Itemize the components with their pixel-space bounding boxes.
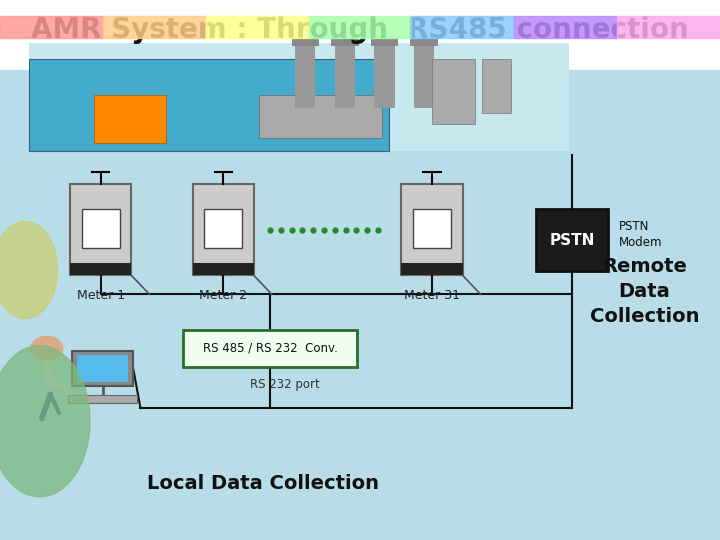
Bar xyxy=(482,59,511,113)
Text: PSTN
Modem: PSTN Modem xyxy=(619,220,662,249)
FancyBboxPatch shape xyxy=(183,330,358,367)
Text: PSTN: PSTN xyxy=(549,233,595,248)
Bar xyxy=(292,38,319,46)
Bar xyxy=(432,59,475,124)
Bar xyxy=(193,184,254,275)
Bar xyxy=(413,210,451,248)
Text: Meter 31: Meter 31 xyxy=(404,289,460,302)
Bar xyxy=(94,94,166,143)
Bar xyxy=(414,43,434,108)
Bar xyxy=(71,184,132,275)
Text: Meter 1: Meter 1 xyxy=(77,289,125,302)
Bar xyxy=(295,43,315,108)
Text: AMR System : Through  RS485 connection: AMR System : Through RS485 connection xyxy=(31,16,689,44)
Bar xyxy=(402,184,462,275)
Bar xyxy=(193,264,254,275)
Bar xyxy=(72,351,133,386)
Bar xyxy=(68,395,137,403)
Bar xyxy=(402,264,462,275)
Bar xyxy=(331,38,359,46)
Text: RS 485 / RS 232  Conv.: RS 485 / RS 232 Conv. xyxy=(202,342,338,355)
Bar xyxy=(374,43,395,108)
Bar xyxy=(29,43,569,151)
Bar xyxy=(204,210,242,248)
Bar xyxy=(371,38,398,46)
Bar xyxy=(335,43,355,108)
Text: Meter 2: Meter 2 xyxy=(199,289,247,302)
Bar xyxy=(259,94,382,138)
Bar xyxy=(29,59,389,151)
Bar xyxy=(71,264,132,275)
Text: Local Data Collection: Local Data Collection xyxy=(147,474,379,493)
Bar xyxy=(77,355,128,382)
Bar xyxy=(536,209,608,271)
Text: Remote
Data
Collection: Remote Data Collection xyxy=(590,257,699,326)
Text: RS 232 port: RS 232 port xyxy=(250,378,319,391)
Bar xyxy=(82,210,120,248)
Circle shape xyxy=(31,336,63,360)
Bar xyxy=(410,38,438,46)
